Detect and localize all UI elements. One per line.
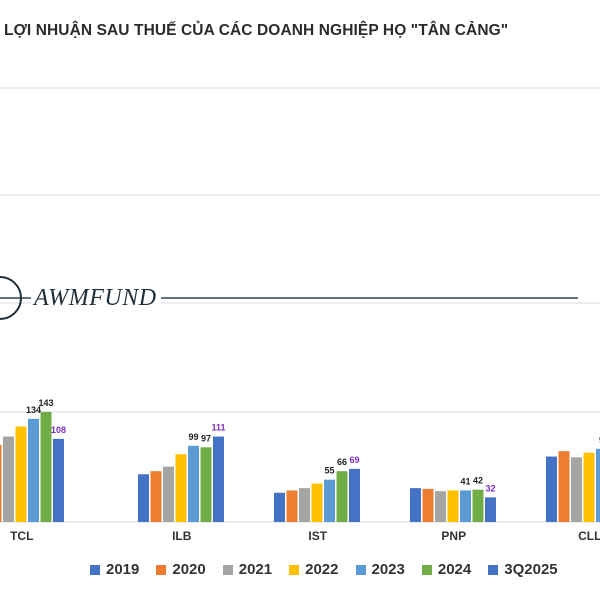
legend-swatch: [222, 564, 233, 575]
category-label: CLL: [578, 529, 600, 543]
category-label: ILB: [172, 529, 192, 543]
bar-ilb-2019: [138, 474, 149, 522]
data-label: 66: [337, 457, 347, 467]
chart-title: LỢI NHUẬN SAU THUẾ CỦA CÁC DOANH NGHIỆP …: [4, 22, 509, 39]
category-label: PNP: [441, 529, 466, 543]
bar-pnp-3q2025: [485, 497, 496, 522]
bar-pnp-2022: [447, 490, 459, 522]
legend-label: 2020: [172, 561, 206, 578]
bar-tcl-3q2025: [53, 438, 64, 522]
bar-ist-2023: [324, 479, 335, 522]
data-label: 97: [201, 433, 211, 443]
legend-label: 2021: [238, 561, 273, 578]
bar-ist-3q2025: [349, 468, 360, 522]
legend-item: 2019: [90, 561, 139, 578]
watermark-logo-icon: [0, 276, 578, 320]
bar-ist-2019: [274, 492, 285, 522]
bar-tcl-2024: [40, 411, 52, 522]
bar-ilb-2021: [163, 466, 174, 522]
data-label: 143: [38, 398, 53, 408]
bar-tcl-2021: [3, 436, 14, 522]
bar-pnp-2024: [472, 489, 484, 522]
data-label: 99: [188, 432, 198, 442]
legend-swatch: [355, 564, 366, 575]
category-label: IST: [308, 529, 327, 543]
bar-cll-2022: [583, 452, 595, 522]
data-label: 111: [211, 423, 225, 433]
legend-item: 2020: [156, 561, 206, 578]
watermark-text: AWMFUND: [34, 285, 157, 311]
bar-pnp-2020: [422, 488, 434, 522]
data-label: 108: [51, 425, 66, 435]
legend-item: 2024: [421, 561, 472, 578]
data-label: 9: [599, 435, 600, 445]
bar-ilb-3q2025: [213, 436, 224, 522]
legend-swatch: [488, 564, 499, 575]
bar-ist-2021: [299, 488, 310, 522]
bar-ist-2020: [286, 490, 298, 522]
data-label: 32: [485, 483, 495, 493]
legend-swatch: [156, 564, 167, 575]
bar-ilb-2024: [200, 447, 212, 522]
chart-legend: 2019 2020 2021 2022 2023 2024 3Q2025: [90, 561, 558, 578]
legend-item: 3Q2025: [488, 561, 558, 578]
legend-label: 2023: [371, 561, 405, 578]
legend-item: 2023: [355, 561, 405, 578]
bar-cll-2019: [546, 456, 557, 522]
bar-cll-2023: [596, 448, 600, 522]
data-label: 42: [473, 476, 483, 486]
bar-tcl-2022: [15, 426, 27, 522]
legend-swatch: [90, 564, 100, 575]
data-label: 41: [460, 476, 470, 486]
data-label: 69: [349, 455, 359, 465]
bar-ist-2022: [311, 483, 323, 522]
bar-pnp-2019: [410, 488, 421, 522]
bar-ilb-2022: [175, 454, 187, 522]
bar-cll-2021: [571, 457, 582, 522]
bar-ist-2024: [336, 471, 348, 522]
legend-label: 2022: [305, 561, 339, 578]
legend-label: 3Q2025: [504, 561, 558, 578]
bar-pnp-2021: [435, 491, 446, 522]
legend-swatch: [421, 564, 432, 575]
legend-swatch: [289, 564, 300, 575]
bar-ilb-2020: [150, 471, 162, 522]
data-label: 134: [26, 405, 41, 415]
bar-tcl-2023: [28, 418, 39, 522]
legend-label: 2019: [106, 561, 140, 578]
legend-label: 2024: [437, 561, 472, 578]
legend-item: 2021: [222, 561, 273, 578]
data-label: 55: [324, 466, 334, 476]
bar-pnp-2023: [460, 490, 471, 522]
bar-tcl-2020: [0, 445, 2, 522]
bar-cll-2020: [558, 451, 570, 522]
bar-ilb-2023: [188, 445, 199, 522]
legend-item: 2022: [289, 561, 339, 578]
category-label: TCL: [10, 529, 33, 543]
